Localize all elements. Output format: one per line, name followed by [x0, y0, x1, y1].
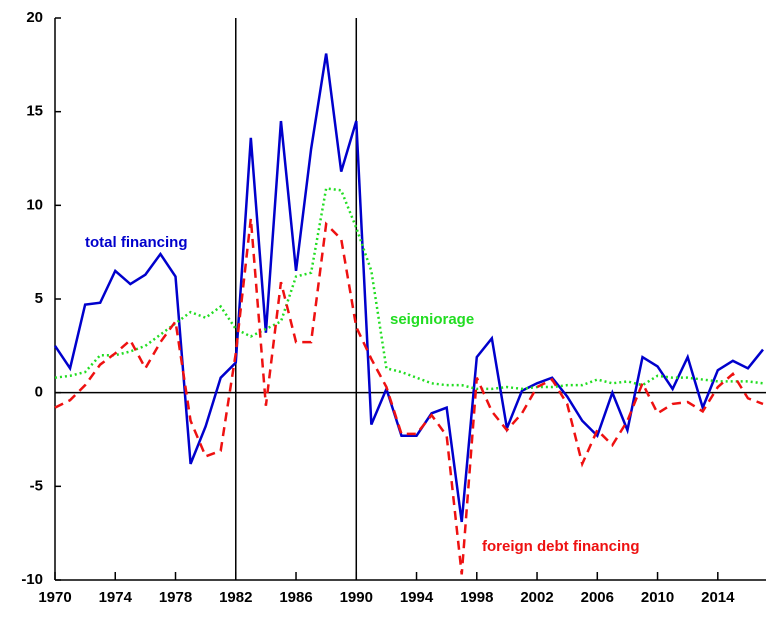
series-label: foreign debt financing: [482, 538, 640, 555]
series-line: [53, 53, 764, 523]
y-tick-label: 5: [35, 290, 43, 307]
x-tick-label: 1990: [340, 589, 373, 606]
x-tick-label: 1986: [279, 589, 312, 606]
x-tick-label: 2002: [520, 589, 553, 606]
y-tick-label: -5: [30, 477, 43, 494]
x-tick-label: 2006: [581, 589, 614, 606]
x-tick-label: 1982: [219, 589, 252, 606]
x-tick-label: 2010: [641, 589, 674, 606]
x-tick-label: 1978: [159, 589, 192, 606]
y-tick-label: 10: [26, 196, 43, 213]
x-tick-label: 1974: [99, 589, 133, 606]
series-label: seigniorage: [390, 311, 474, 328]
x-tick-label: 1970: [38, 589, 71, 606]
y-tick-label: 0: [35, 384, 43, 401]
series-label: total financing: [85, 234, 188, 251]
x-tick-label: 1998: [460, 589, 493, 606]
series-line: [54, 218, 764, 575]
series-line: [54, 187, 764, 391]
y-tick-label: 20: [26, 9, 43, 26]
y-tick-label: 15: [26, 103, 43, 120]
x-tick-label: 2014: [701, 589, 735, 606]
y-tick-label: -10: [21, 571, 43, 588]
x-tick-label: 1994: [400, 589, 434, 606]
